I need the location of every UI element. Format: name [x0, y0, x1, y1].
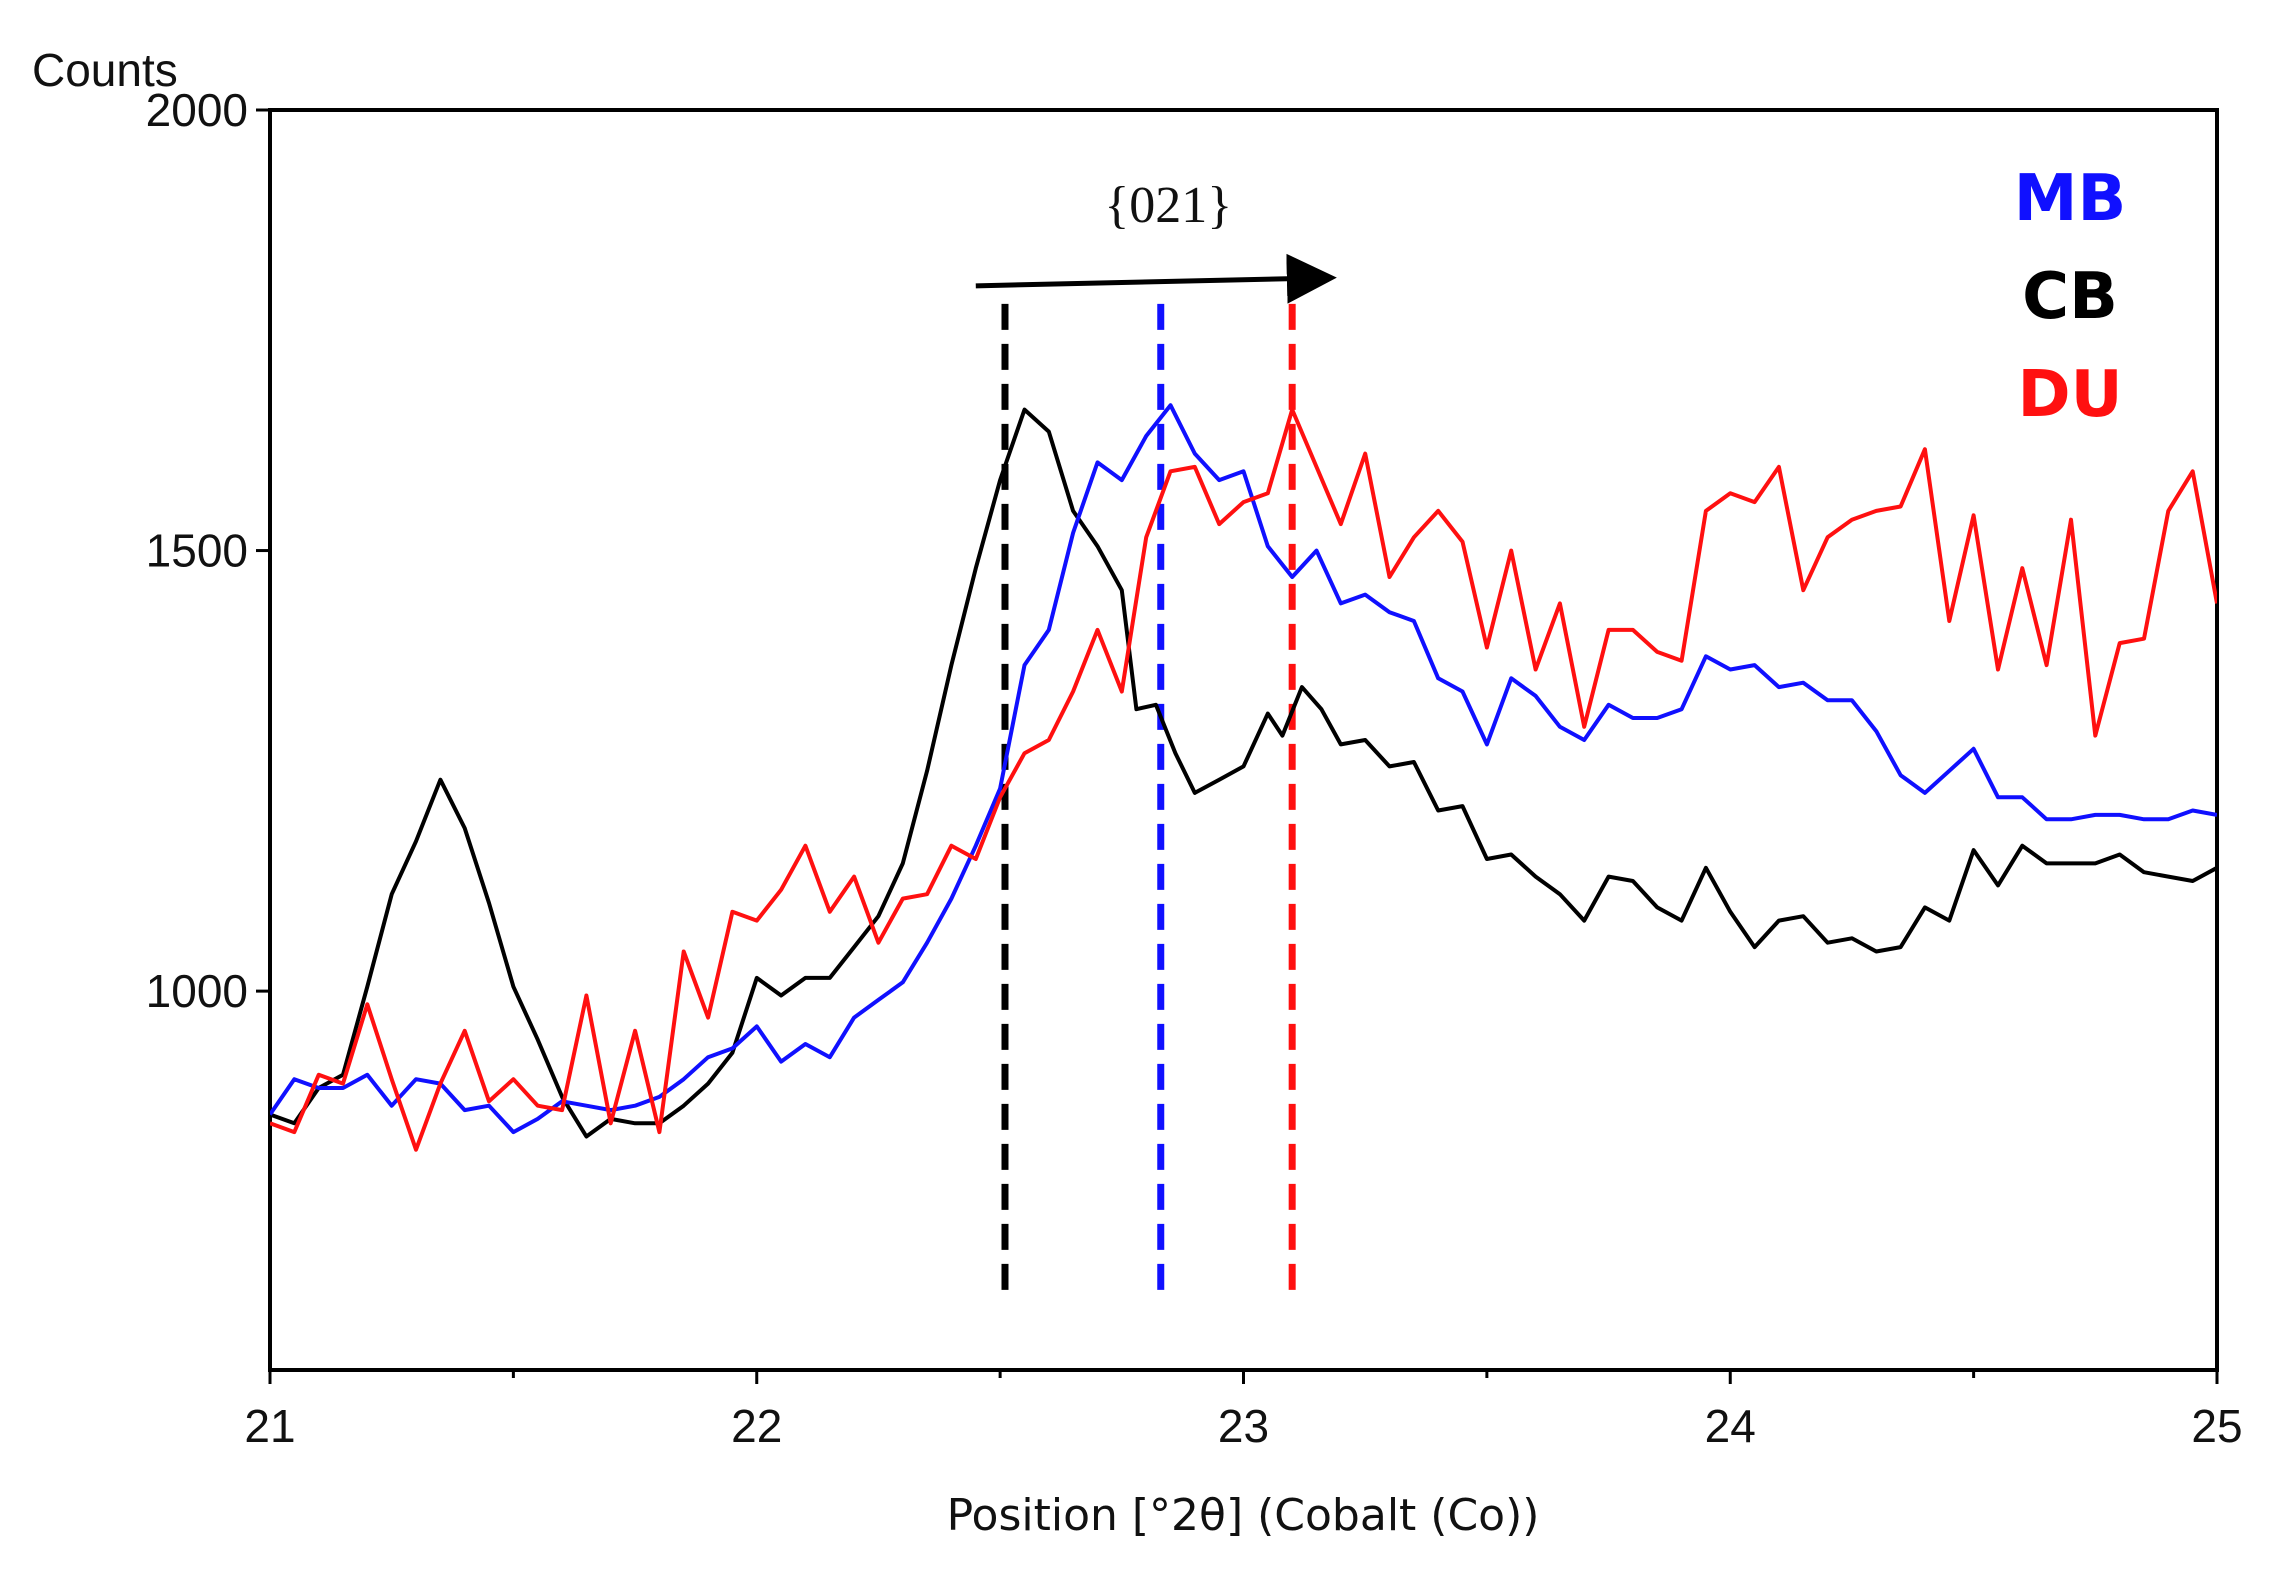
x-axis-label: Position [°2θ] (Cobalt (Co)) — [947, 1490, 1540, 1541]
legend-entry-mb: MB — [2014, 162, 2126, 236]
annotation-arrow — [975, 253, 1337, 304]
x-tick-label: 22 — [731, 1400, 782, 1452]
y-tick-label: 1000 — [146, 965, 248, 1017]
x-tick-label: 25 — [2191, 1400, 2242, 1452]
y-tick-label: 2000 — [146, 84, 248, 136]
x-axis: 21 22 23 24 25 — [244, 1370, 2243, 1452]
legend: MB CB DU — [2014, 162, 2126, 432]
annotation-label: {021} — [1104, 177, 1232, 234]
x-tick-label: 23 — [1218, 1400, 1269, 1452]
series-lines — [270, 403, 2217, 1152]
series-line-cb — [270, 407, 2217, 1139]
series-line-du — [270, 407, 2217, 1152]
legend-entry-cb: CB — [2022, 260, 2118, 334]
y-axis: 1000 1500 2000 — [146, 84, 270, 1017]
y-tick-label: 1500 — [146, 525, 248, 577]
plot-area-frame — [268, 108, 2219, 1372]
annotation: {021} — [975, 177, 1337, 304]
y-axis-label: Counts — [32, 44, 178, 96]
legend-entry-du: DU — [2017, 358, 2122, 432]
series-line-mb — [270, 403, 2217, 1135]
x-tick-label: 24 — [1705, 1400, 1756, 1452]
x-tick-label: 21 — [244, 1400, 295, 1452]
